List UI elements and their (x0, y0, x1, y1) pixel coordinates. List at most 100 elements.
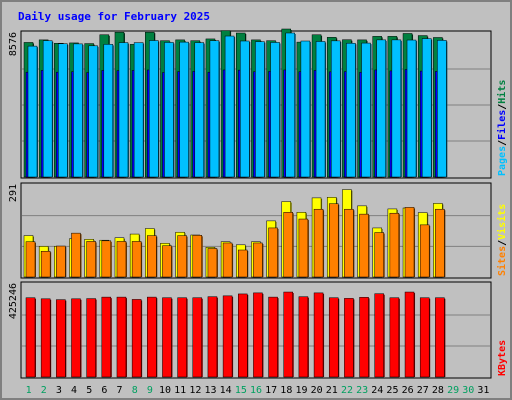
bar-kbytes-kbytes-day-14 (222, 295, 233, 378)
legend-item-visits-2: Visits (496, 204, 508, 240)
day-label-18: 18 (280, 385, 292, 396)
bar-hits-pages-day-28 (437, 40, 447, 178)
bar-kbytes-kbytes-day-16 (253, 292, 263, 378)
bar-hits-pages-day-26 (406, 39, 417, 178)
day-label-22: 22 (341, 385, 353, 396)
bar-visits-sites-day-21 (328, 203, 339, 278)
day-label-25: 25 (386, 385, 398, 396)
bar-kbytes-kbytes-day-15 (238, 293, 248, 378)
day-label-16: 16 (250, 385, 262, 396)
day-label-17: 17 (265, 385, 277, 396)
panel-frame-visits (20, 182, 492, 279)
bar-visits-sites-day-6 (101, 240, 112, 278)
legend-item-kbytes-0: KBytes (497, 340, 508, 376)
bar-hits-pages-day-17 (270, 42, 280, 178)
bar-kbytes-kbytes-day-20 (313, 292, 324, 378)
bar-kbytes-kbytes-day-25 (389, 297, 400, 378)
bar-visits-sites-day-5 (86, 241, 96, 278)
bar-hits-pages-day-19 (300, 40, 311, 178)
bar-kbytes-kbytes-day-23 (359, 297, 369, 378)
day-label-31: 31 (477, 385, 489, 396)
day-label-26: 26 (402, 385, 414, 396)
bar-visits-sites-day-20 (313, 208, 324, 278)
day-label-23: 23 (356, 385, 368, 396)
day-label-9: 9 (147, 385, 153, 396)
legend-item-visits-0: Sites (496, 246, 508, 276)
bar-kbytes-kbytes-day-3 (56, 299, 66, 378)
bar-hits-pages-day-8 (133, 42, 144, 178)
day-label-19: 19 (295, 385, 307, 396)
bar-kbytes-kbytes-day-11 (177, 297, 187, 378)
panel-frame-kbytes (20, 281, 492, 379)
bar-kbytes-kbytes-day-19 (298, 296, 309, 378)
legend-visits: Sites/Visits (496, 204, 508, 276)
chart-title: Daily usage for February 2025 (18, 10, 210, 23)
y-max-label-visits: 291 (8, 184, 19, 202)
bar-hits-pages-day-5 (88, 45, 98, 178)
bar-visits-sites-day-27 (419, 224, 430, 278)
day-label-24: 24 (371, 385, 383, 396)
bar-hits-pages-day-16 (255, 41, 265, 178)
bar-kbytes-kbytes-day-2 (40, 298, 51, 378)
bar-visits-sites-day-26 (404, 207, 415, 278)
day-label-14: 14 (220, 385, 232, 396)
bar-kbytes-kbytes-day-22 (344, 298, 354, 378)
bar-visits-sites-day-1 (25, 241, 36, 278)
bar-hits-pages-day-12 (194, 42, 205, 178)
day-label-13: 13 (204, 385, 216, 396)
day-label-4: 4 (71, 385, 77, 396)
legend-item-hits-1: / (497, 140, 508, 146)
bar-hits-pages-day-18 (285, 32, 295, 178)
bar-kbytes-kbytes-day-18 (283, 291, 293, 378)
legend-item-hits-2: Files (496, 110, 508, 140)
day-label-28: 28 (432, 385, 444, 396)
bar-hits-pages-day-13 (209, 40, 220, 178)
legend-hits: Pages/Files/Hits (496, 80, 508, 176)
legend-item-hits-4: Hits (496, 80, 508, 104)
bar-hits-pages-day-10 (164, 42, 174, 178)
panel-frame-hits (20, 30, 492, 179)
bar-hits-pages-day-2 (42, 40, 53, 178)
legend-item-visits-1: / (497, 240, 508, 246)
bar-kbytes-kbytes-day-7 (116, 296, 127, 378)
bar-kbytes-kbytes-day-24 (374, 293, 384, 378)
bar-visits-sites-day-24 (374, 232, 384, 278)
bar-hits-pages-day-1 (27, 45, 38, 178)
day-label-11: 11 (174, 385, 186, 396)
bar-kbytes-kbytes-day-9 (147, 296, 157, 378)
bar-kbytes-kbytes-day-6 (101, 296, 112, 378)
bar-kbytes-kbytes-day-5 (86, 298, 96, 378)
bar-visits-sites-day-25 (389, 212, 400, 278)
bar-hits-pages-day-25 (391, 39, 402, 178)
bar-visits-sites-day-15 (238, 249, 248, 278)
day-label-3: 3 (56, 385, 62, 396)
day-label-2: 2 (41, 385, 47, 396)
bar-visits-sites-day-13 (207, 248, 218, 278)
bar-hits-pages-day-3 (58, 43, 68, 178)
bar-visits-sites-day-3 (56, 245, 66, 278)
bar-visits-sites-day-18 (283, 212, 293, 278)
bar-visits-sites-day-23 (359, 213, 369, 278)
bar-hits-pages-day-27 (421, 38, 432, 178)
bar-visits-sites-day-4 (71, 232, 81, 278)
bar-hits-pages-day-4 (73, 43, 83, 178)
y-max-label-hits: 8576 (8, 32, 19, 56)
bar-hits-pages-day-14 (224, 35, 235, 178)
bar-visits-sites-day-19 (298, 218, 309, 278)
legend-kbytes: KBytes (497, 340, 508, 376)
bar-kbytes-kbytes-day-26 (404, 291, 415, 378)
day-label-10: 10 (159, 385, 171, 396)
bar-hits-pages-day-21 (330, 40, 341, 178)
day-label-7: 7 (117, 385, 123, 396)
day-label-29: 29 (447, 385, 459, 396)
bar-visits-sites-day-10 (162, 245, 172, 278)
bar-kbytes-kbytes-day-27 (419, 297, 430, 378)
day-label-15: 15 (235, 385, 247, 396)
day-label-12: 12 (189, 385, 201, 396)
legend-item-hits-0: Pages (497, 146, 508, 176)
bar-visits-sites-day-28 (435, 208, 445, 278)
bar-visits-sites-day-14 (222, 242, 233, 278)
day-label-1: 1 (26, 385, 32, 396)
